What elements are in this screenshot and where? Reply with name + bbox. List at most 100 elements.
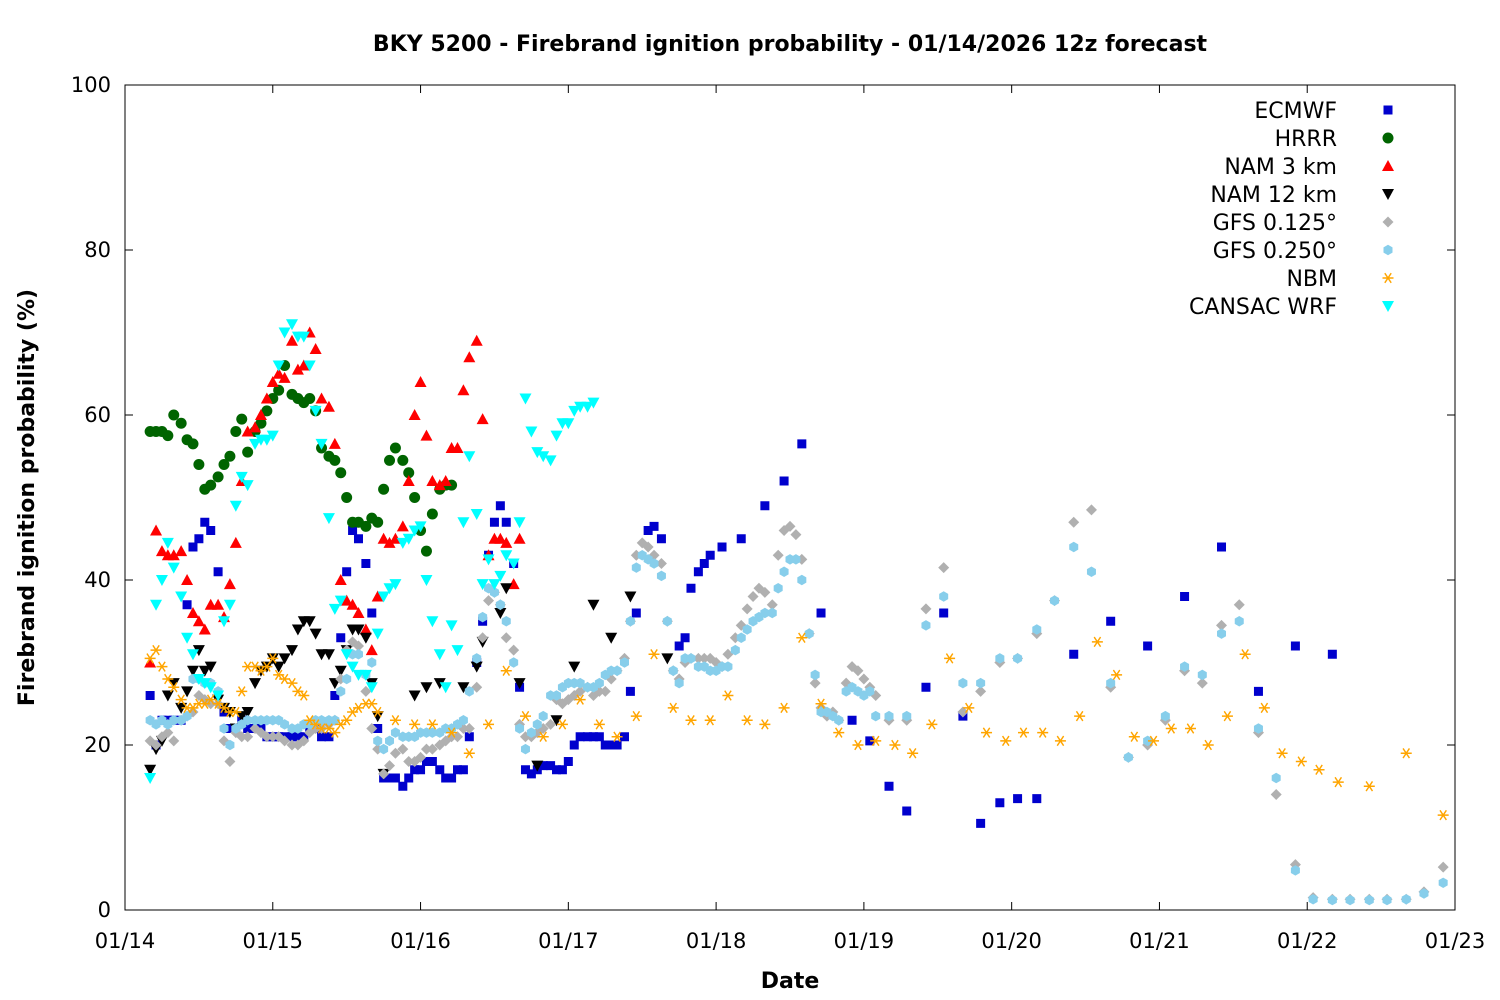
data-point	[167, 678, 180, 690]
y-axis-label: Firebrand ignition probability (%)	[15, 289, 40, 706]
data-point	[483, 719, 495, 730]
data-point	[1017, 727, 1029, 738]
data-point	[204, 661, 217, 673]
data-point	[254, 409, 267, 420]
data-point	[433, 479, 446, 491]
data-point	[194, 534, 204, 544]
data-point	[297, 359, 310, 371]
data-point	[421, 757, 431, 766]
data-point	[285, 645, 298, 657]
data-point	[340, 594, 353, 606]
data-point	[631, 608, 641, 618]
data-point	[685, 715, 697, 726]
data-point	[192, 674, 205, 685]
data-point	[378, 768, 390, 780]
data-point	[397, 454, 409, 466]
data-point	[926, 719, 938, 730]
data-point	[568, 405, 581, 417]
data-point	[230, 426, 242, 437]
data-point	[182, 710, 192, 722]
plot-area	[124, 84, 1456, 911]
data-point	[249, 438, 262, 450]
data-point	[361, 559, 371, 568]
data-point	[213, 567, 223, 577]
data-point	[408, 690, 421, 702]
data-point	[1128, 731, 1140, 742]
data-point	[1069, 541, 1079, 553]
data-point	[655, 558, 667, 569]
data-point	[353, 649, 363, 660]
data-point	[267, 653, 279, 664]
data-point	[293, 732, 303, 742]
series-gfs-0-250-	[145, 541, 1448, 906]
data-point	[377, 532, 390, 544]
data-point	[575, 732, 585, 742]
data-point	[342, 567, 352, 577]
data-point	[457, 517, 470, 529]
data-point	[500, 665, 512, 676]
data-point	[181, 632, 194, 644]
data-point	[309, 405, 322, 417]
data-point	[181, 686, 194, 698]
data-point	[587, 599, 600, 611]
data-point	[367, 657, 377, 668]
data-point	[606, 740, 616, 750]
data-point	[324, 732, 334, 742]
data-point	[377, 591, 390, 603]
data-point	[674, 641, 684, 651]
data-point	[186, 607, 199, 618]
data-point	[790, 529, 802, 541]
data-point	[810, 669, 820, 681]
x-tick-label: 01/14	[95, 929, 156, 953]
data-point	[402, 475, 415, 486]
data-point	[1165, 723, 1177, 734]
data-point	[402, 533, 415, 545]
data-point	[847, 715, 857, 725]
data-point	[784, 520, 796, 532]
data-point	[389, 442, 401, 454]
data-point	[1217, 542, 1227, 552]
data-point	[175, 694, 187, 705]
data-point	[574, 694, 586, 705]
data-point	[186, 665, 199, 677]
data-point	[212, 690, 225, 702]
legend-label: NAM 12 km	[1210, 183, 1337, 208]
data-point	[223, 578, 236, 590]
data-point	[205, 698, 217, 710]
data-point	[1032, 794, 1042, 804]
data-point	[667, 702, 679, 714]
data-point	[471, 681, 483, 693]
data-point	[206, 526, 216, 535]
data-point	[167, 562, 180, 574]
data-point	[680, 633, 690, 643]
data-point	[1143, 735, 1153, 747]
data-point	[403, 467, 415, 479]
data-point	[488, 579, 501, 591]
data-point	[410, 765, 420, 775]
data-point	[656, 534, 666, 544]
data-point	[384, 760, 396, 772]
data-point	[834, 715, 844, 726]
data-point	[161, 690, 174, 702]
data-point	[797, 439, 807, 449]
data-point	[736, 632, 746, 643]
data-point	[482, 554, 495, 566]
data-point	[273, 384, 285, 396]
data-point	[272, 360, 285, 372]
data-point	[1313, 764, 1325, 775]
data-point	[212, 471, 224, 483]
data-point	[1258, 702, 1270, 714]
data-point	[546, 761, 556, 771]
data-point	[280, 719, 290, 730]
data-point	[557, 765, 567, 775]
data-point	[476, 579, 489, 591]
data-point	[261, 731, 273, 743]
data-point	[772, 549, 784, 561]
data-point	[759, 719, 771, 730]
data-point	[1271, 772, 1281, 784]
data-point	[1202, 739, 1214, 751]
data-point	[747, 591, 759, 602]
data-point	[389, 532, 402, 544]
data-point	[500, 583, 513, 595]
data-point	[367, 608, 377, 618]
